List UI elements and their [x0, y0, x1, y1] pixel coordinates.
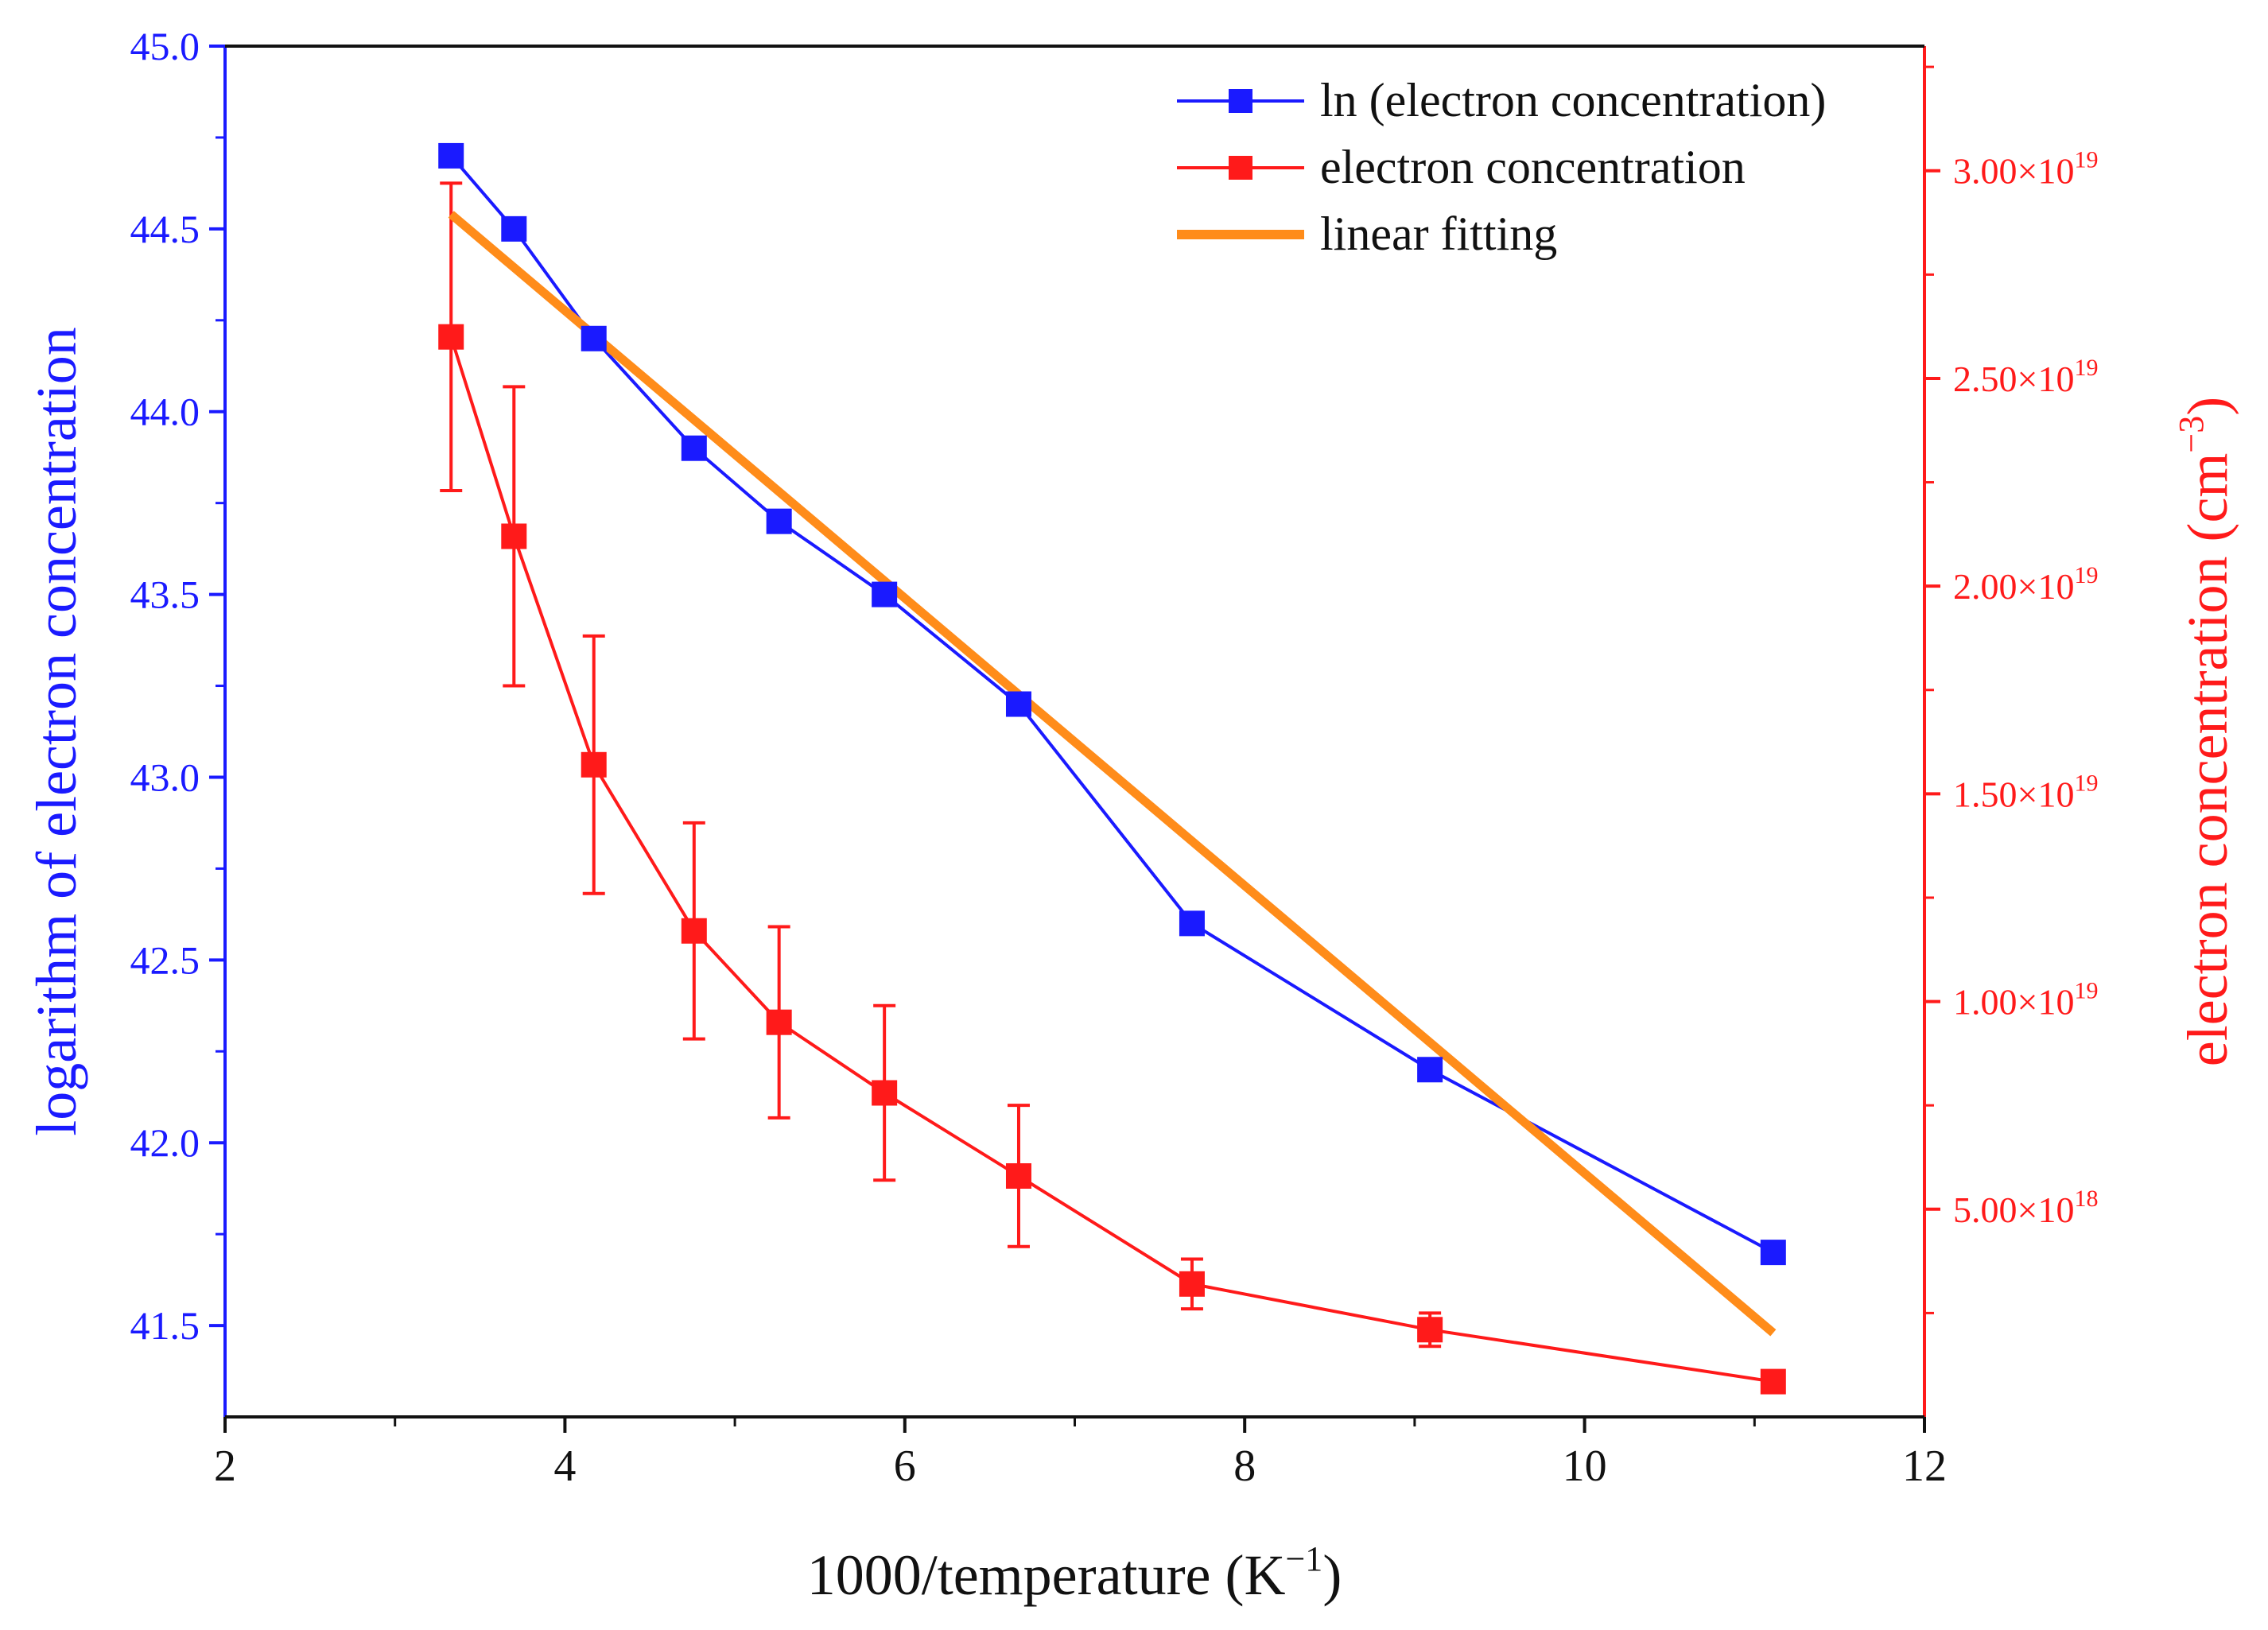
- y-left-tick-label: 45.0: [130, 24, 200, 68]
- ln-data-point: [501, 215, 527, 242]
- y-right-tick-label: 2.00×1019: [1953, 562, 2098, 607]
- x-tick-label: 6: [894, 1442, 916, 1491]
- concentration-data-point: [1417, 1317, 1443, 1343]
- y-left-tick-label: 44.5: [130, 207, 200, 251]
- y-right-tick-label: 5.00×1018: [1953, 1186, 2098, 1230]
- y-right-axis-title: electron concentration (cm−3): [2172, 397, 2239, 1066]
- series-layer: [438, 142, 1786, 1395]
- ln-data-point: [1179, 910, 1205, 937]
- concentration-series-line: [449, 336, 1774, 1384]
- concentration-data-point: [872, 1080, 898, 1106]
- concentration-data-point: [1760, 1368, 1786, 1395]
- legend-conc-label: electron concentration: [1320, 141, 1746, 193]
- ln-data-point: [766, 508, 792, 534]
- ln-data-point: [438, 142, 464, 169]
- y-left-tick-label: 42.0: [130, 1120, 200, 1165]
- x-tick-label: 4: [553, 1442, 576, 1491]
- ln-data-point: [581, 325, 607, 351]
- y-right-tick-label: 1.50×1019: [1953, 770, 2098, 814]
- x-tick-label: 12: [1902, 1442, 1947, 1491]
- legend-ln-marker: [1229, 89, 1252, 113]
- y-right-tick-label: 1.00×1019: [1953, 978, 2098, 1023]
- legend: ln (electron concentration) electron con…: [1177, 74, 1826, 260]
- ln-data-point: [681, 435, 707, 461]
- ln-data-point: [1005, 691, 1031, 717]
- concentration-data-point: [1179, 1271, 1205, 1297]
- y-left-tick-label: 43.5: [130, 572, 200, 617]
- ln-data-point: [872, 581, 898, 607]
- legend-fit-label: linear fitting: [1320, 208, 1557, 260]
- ln-data-point: [1417, 1057, 1443, 1083]
- axis-ticks: 2 4 6 8 10 12 41.5 42.0 42.5 43.0 43.5 44.0 44.5 45.0…: [130, 24, 2099, 1491]
- x-tick-label: 10: [1563, 1442, 1607, 1491]
- ln-series-line: [449, 154, 1774, 1254]
- y-left-tick-label: 41.5: [130, 1303, 200, 1348]
- legend-conc-marker: [1229, 156, 1252, 180]
- legend-ln-label: ln (electron concentration): [1320, 74, 1826, 126]
- y-left-tick-label: 43.0: [130, 755, 200, 799]
- linear-fit-line: [448, 211, 1777, 1337]
- concentration-data-point: [581, 751, 607, 778]
- y-left-tick-label: 42.5: [130, 937, 200, 982]
- ln-data-point: [1760, 1240, 1786, 1266]
- x-tick-label: 2: [214, 1442, 236, 1491]
- concentration-data-point: [1005, 1162, 1031, 1189]
- y-left-tick-label: 44.0: [130, 390, 200, 434]
- concentration-data-point: [681, 918, 707, 944]
- concentration-data-point: [438, 324, 464, 350]
- y-right-tick-label: 2.50×1019: [1953, 355, 2098, 399]
- concentration-data-point: [501, 523, 527, 549]
- x-axis-title: 1000/temperature (K−1): [807, 1539, 1342, 1607]
- y-left-axis-title: logarithm of electron concentration: [25, 327, 88, 1136]
- x-tick-label: 8: [1233, 1442, 1256, 1491]
- concentration-data-point: [766, 1009, 792, 1035]
- y-right-tick-label: 3.00×1019: [1953, 147, 2098, 192]
